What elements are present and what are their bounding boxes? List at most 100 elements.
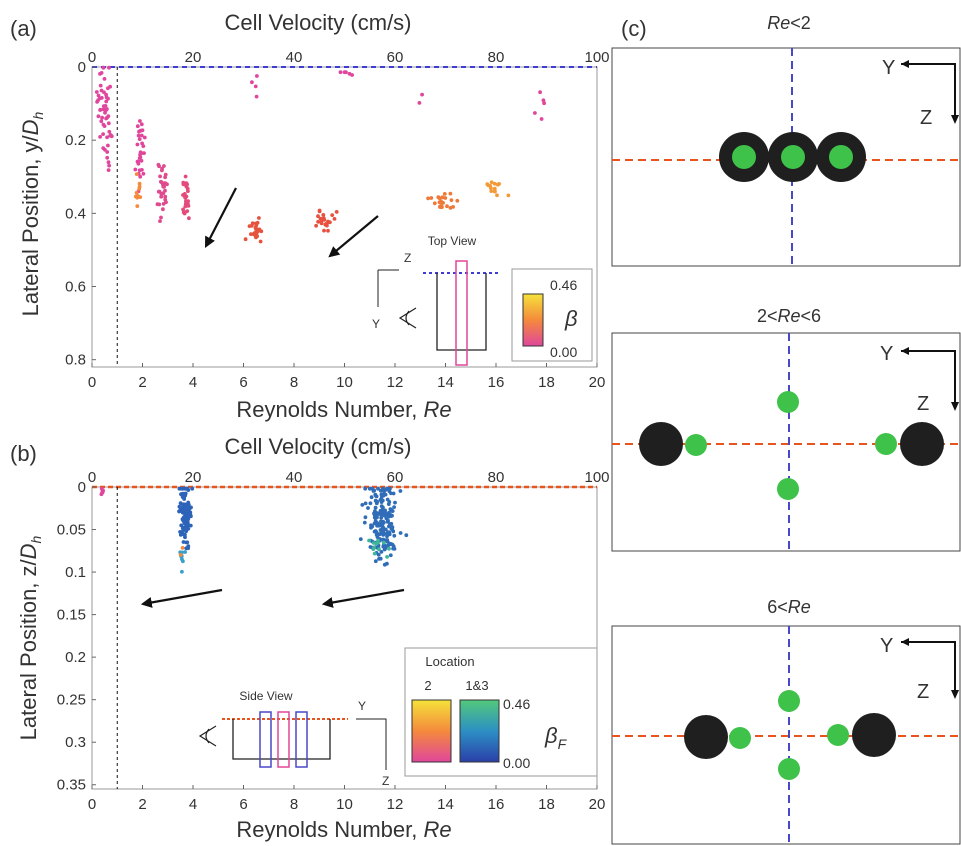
data-point: [374, 494, 379, 499]
data-point: [178, 553, 183, 557]
cell-top-2: [777, 391, 799, 413]
x-tick-label: 20: [589, 374, 606, 391]
colorbar-max-a: 0.46: [550, 277, 577, 293]
data-point: [105, 150, 110, 154]
data-point: [98, 72, 102, 76]
x-tick-label: 0: [88, 796, 96, 813]
y-tick-label: 0.1: [65, 564, 86, 581]
panel-label-c: (c): [621, 16, 647, 41]
data-point: [350, 73, 354, 77]
top-axis-label-a: Cell Velocity (cm/s): [224, 10, 411, 35]
data-point: [387, 530, 392, 535]
data-point: [181, 210, 186, 215]
data-point: [135, 124, 140, 129]
y-tick-label: 0.35: [57, 777, 86, 794]
y-tick-label: 0.8: [65, 352, 86, 369]
data-point: [332, 217, 337, 221]
data-point: [385, 497, 390, 502]
data-point: [182, 192, 187, 196]
data-point: [98, 135, 102, 139]
data-point: [106, 143, 110, 148]
data-point: [319, 221, 324, 226]
colorbar-gradient-location-2: [411, 699, 452, 763]
data-point: [177, 486, 182, 491]
data-point: [141, 171, 146, 176]
data-point: [429, 196, 434, 200]
data-point: [362, 520, 367, 525]
data-point: [158, 219, 162, 224]
top-tick-label: 0: [88, 469, 96, 486]
data-point: [243, 237, 248, 242]
x-tick-label: 16: [488, 374, 505, 391]
data-point: [360, 503, 365, 507]
data-point: [155, 202, 160, 207]
eye-pupil-icon: [405, 310, 410, 326]
data-point: [439, 204, 444, 208]
x-tick-label: 4: [189, 796, 197, 813]
cell-bottom-3: [778, 758, 800, 780]
data-point: [133, 167, 138, 172]
data-point: [541, 98, 546, 103]
x-ticks-a: 0 2 4 6 8 10 12 14 16 18 20: [88, 363, 606, 391]
data-point: [379, 513, 384, 517]
inset-location-2: [277, 711, 290, 768]
data-point: [102, 77, 107, 81]
data-point: [358, 537, 363, 541]
data-point: [368, 545, 373, 549]
inset-side-view: Side View Y Z: [198, 689, 389, 788]
data-point: [533, 111, 537, 115]
data-point: [184, 526, 188, 531]
arrow-y-icon: [901, 60, 909, 68]
cell-right-3: [827, 724, 849, 746]
axis-y-label-3: Y: [880, 635, 893, 657]
data-point: [98, 83, 103, 88]
top-tick-label: 0: [88, 49, 96, 66]
data-point: [135, 195, 140, 200]
data-point: [160, 166, 165, 171]
data-point: [373, 559, 378, 564]
data-point: [101, 107, 106, 112]
data-point: [138, 195, 143, 200]
inset-title-b: Side View: [239, 689, 292, 703]
colorbar-right-label: 1&3: [465, 678, 488, 693]
data-point: [104, 116, 108, 121]
inset-y-label-b: Y: [358, 699, 366, 713]
top-tick-label: 80: [488, 49, 505, 66]
schematic-title-1: Re<2: [767, 13, 811, 33]
x-tick-label: 12: [387, 796, 404, 813]
xlabel-b: Reynolds Number, Re: [236, 817, 451, 842]
data-point: [390, 542, 395, 547]
data-point: [180, 526, 185, 531]
cell-left-2: [685, 434, 707, 456]
data-point: [389, 521, 394, 526]
data-point: [367, 538, 371, 543]
axis-y-label-1: Y: [882, 57, 895, 79]
data-point: [140, 128, 145, 133]
top-ticks-a: 0 20 40 60 80 100: [88, 49, 610, 66]
data-point: [372, 511, 376, 516]
data-point: [105, 107, 109, 111]
data-point: [157, 189, 162, 194]
data-point: [448, 206, 453, 210]
data-point: [157, 164, 162, 169]
arrow-y-icon: [901, 638, 909, 646]
xlabel-a: Reynolds Number, Re: [236, 397, 451, 422]
data-point: [375, 515, 379, 520]
data-point: [96, 114, 101, 119]
data-point: [432, 201, 437, 206]
data-point: [374, 499, 378, 503]
data-point: [181, 180, 186, 185]
data-point: [377, 547, 381, 552]
data-point: [158, 174, 163, 179]
data-point: [179, 492, 183, 497]
y-tick-label: 0: [78, 479, 86, 496]
top-tick-label: 80: [488, 469, 505, 486]
particle-core-1: [732, 145, 756, 169]
data-point: [542, 101, 546, 106]
data-point: [135, 204, 140, 209]
data-point: [254, 223, 259, 228]
data-point: [489, 180, 494, 185]
data-point: [443, 196, 448, 200]
data-point: [442, 192, 447, 196]
data-point: [181, 518, 186, 523]
